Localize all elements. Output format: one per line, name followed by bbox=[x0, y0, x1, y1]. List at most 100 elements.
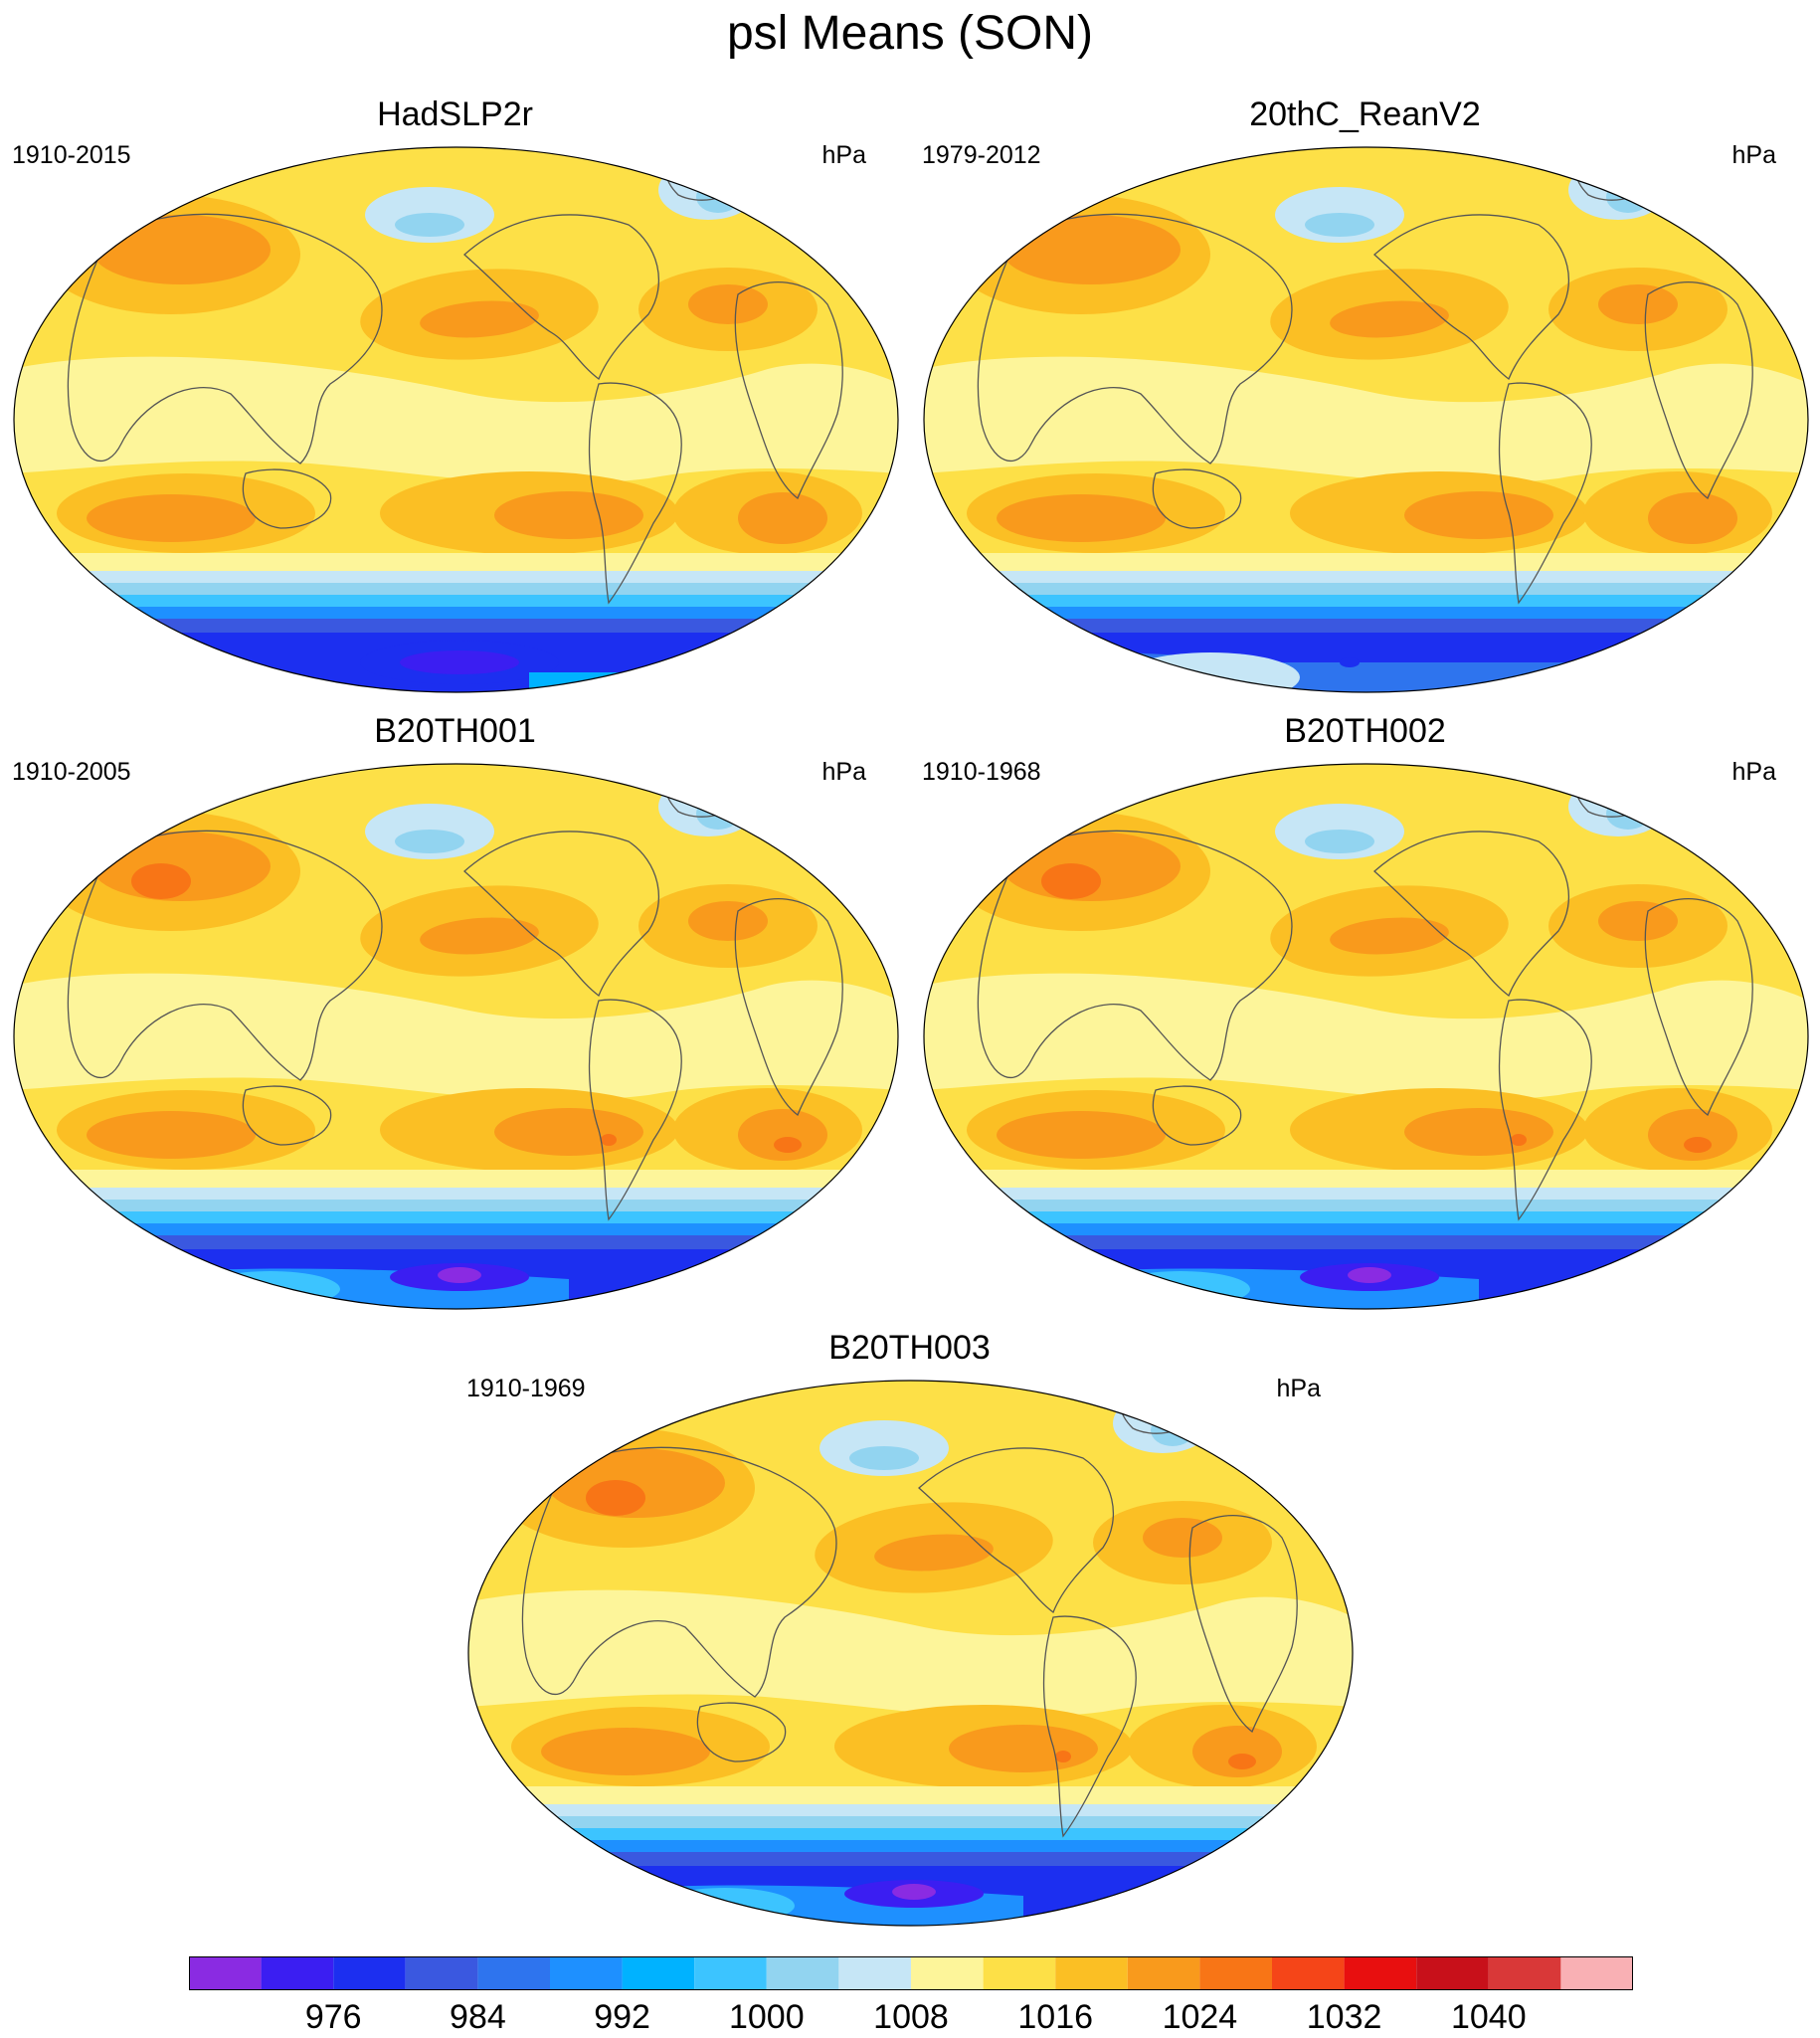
coastline bbox=[1152, 468, 1242, 529]
map-panel: HadSLP2r 1910-2015 hPa bbox=[0, 95, 910, 693]
aleutian-core bbox=[849, 1446, 919, 1470]
north-atlantic-core bbox=[1598, 284, 1678, 324]
colorbar-box bbox=[1127, 1956, 1200, 1990]
antarctic-minimum bbox=[892, 1884, 936, 1900]
coastline bbox=[1373, 831, 1570, 998]
psl-map bbox=[923, 763, 1809, 1310]
colorbar-box bbox=[911, 1956, 984, 1990]
north-atlantic-core bbox=[1598, 901, 1678, 941]
colorbar-box bbox=[477, 1956, 550, 1990]
south-indian-core bbox=[997, 1111, 1166, 1159]
colorbar-box bbox=[1055, 1956, 1128, 1990]
atlantic-peak bbox=[1228, 1754, 1256, 1769]
south-pacific-core bbox=[1404, 491, 1553, 539]
colorbar-tick-label: 1040 bbox=[1451, 1998, 1527, 2034]
south-indian-core bbox=[87, 494, 256, 542]
pacific-peak bbox=[1511, 1134, 1527, 1146]
antarctic-plateau-east bbox=[201, 1271, 340, 1307]
colorbar-tick-label: 1032 bbox=[1307, 1998, 1382, 2034]
atlantic-peak bbox=[1684, 1137, 1712, 1153]
tibet-core bbox=[586, 1480, 645, 1516]
map-panel: B20TH002 1910-1968 hPa bbox=[910, 712, 1820, 1310]
coastline bbox=[463, 831, 660, 998]
coastline bbox=[1042, 1615, 1137, 1838]
south-pacific-core bbox=[1404, 1108, 1553, 1156]
north-atlantic-core bbox=[688, 284, 768, 324]
colorbar-box bbox=[189, 1956, 262, 1990]
units-label: hPa bbox=[1731, 141, 1776, 169]
panel-title: B20TH003 bbox=[828, 1329, 991, 1367]
units-label: hPa bbox=[821, 758, 866, 786]
north-pacific-core bbox=[420, 917, 539, 955]
colorbar-box bbox=[694, 1956, 767, 1990]
coastline bbox=[67, 830, 383, 1081]
south-atlantic-core bbox=[1192, 1726, 1282, 1777]
coastline bbox=[918, 1447, 1115, 1614]
antarctic-plateau bbox=[529, 672, 898, 692]
antarctic-minimum bbox=[1348, 1267, 1391, 1283]
south-atlantic-core bbox=[738, 1109, 827, 1161]
siberian-core bbox=[91, 215, 271, 284]
coastline bbox=[1498, 382, 1592, 605]
coastline bbox=[696, 1702, 787, 1762]
colorbar-tick-label: 1000 bbox=[729, 1998, 805, 2034]
pacific-peak bbox=[601, 1134, 617, 1146]
coastline bbox=[67, 213, 383, 464]
panel-title: HadSLP2r bbox=[377, 95, 533, 133]
colorbar-box bbox=[405, 1956, 478, 1990]
map-border bbox=[13, 763, 899, 1310]
north-atlantic-core bbox=[688, 901, 768, 941]
period-label: 1979-2012 bbox=[922, 141, 1041, 169]
aleutian-core bbox=[1305, 830, 1374, 853]
period-label: 1910-1968 bbox=[922, 758, 1041, 786]
tibet-core bbox=[1041, 863, 1101, 899]
coastline bbox=[977, 830, 1293, 1081]
antarctic-minimum bbox=[438, 1267, 481, 1283]
siberian-core bbox=[1001, 215, 1181, 284]
colorbar-tick-label: 1008 bbox=[873, 1998, 949, 2034]
south-pacific-core bbox=[494, 1108, 643, 1156]
south-pacific-core bbox=[949, 1725, 1098, 1772]
period-label: 1910-2015 bbox=[12, 141, 131, 169]
south-atlantic-core bbox=[1648, 1109, 1737, 1161]
coastline bbox=[734, 281, 843, 500]
map-border bbox=[923, 146, 1809, 693]
colorbar-box bbox=[550, 1956, 623, 1990]
south-indian-core bbox=[997, 494, 1166, 542]
coastline bbox=[1644, 281, 1753, 500]
psl-map bbox=[467, 1380, 1354, 1927]
antarctic-plateau-east bbox=[1111, 1271, 1250, 1307]
tibet-core bbox=[131, 863, 191, 899]
units-label: hPa bbox=[821, 141, 866, 169]
panel-title: B20TH001 bbox=[374, 712, 536, 750]
colorbar-box bbox=[1344, 1956, 1417, 1990]
colorbar-box bbox=[1199, 1956, 1272, 1990]
colorbar-tick-label: 992 bbox=[594, 1998, 650, 2034]
coastline bbox=[463, 214, 660, 381]
colorbar-tick-label: 1016 bbox=[1017, 1998, 1093, 2034]
coastline bbox=[588, 382, 682, 605]
colorbar-border bbox=[189, 1956, 1633, 1990]
coastline bbox=[1644, 898, 1753, 1117]
panel-title: 20thC_ReanV2 bbox=[1249, 95, 1481, 133]
north-pacific-core bbox=[1330, 917, 1449, 955]
north-atlantic-core bbox=[1143, 1518, 1222, 1558]
map-border bbox=[923, 763, 1809, 1310]
colorbar-box bbox=[983, 1956, 1056, 1990]
tropical-band bbox=[924, 356, 1808, 484]
psl-map bbox=[13, 146, 899, 693]
south-indian-core bbox=[541, 1728, 710, 1775]
north-pacific-core bbox=[874, 1534, 994, 1572]
colorbar-box bbox=[261, 1956, 334, 1990]
tropical-band bbox=[14, 356, 898, 484]
figure-title: psl Means (SON) bbox=[726, 7, 1094, 60]
psl-map bbox=[13, 763, 899, 1310]
colorbar-box bbox=[1416, 1956, 1489, 1990]
map-border bbox=[13, 146, 899, 693]
colorbar-box bbox=[766, 1956, 839, 1990]
coastline bbox=[977, 213, 1293, 464]
units-label: hPa bbox=[1731, 758, 1776, 786]
colorbar-box bbox=[1272, 1956, 1345, 1990]
antarctic-plateau-east bbox=[655, 1888, 795, 1924]
map-panel: 20thC_ReanV2 1979-2012 hPa bbox=[910, 95, 1820, 693]
